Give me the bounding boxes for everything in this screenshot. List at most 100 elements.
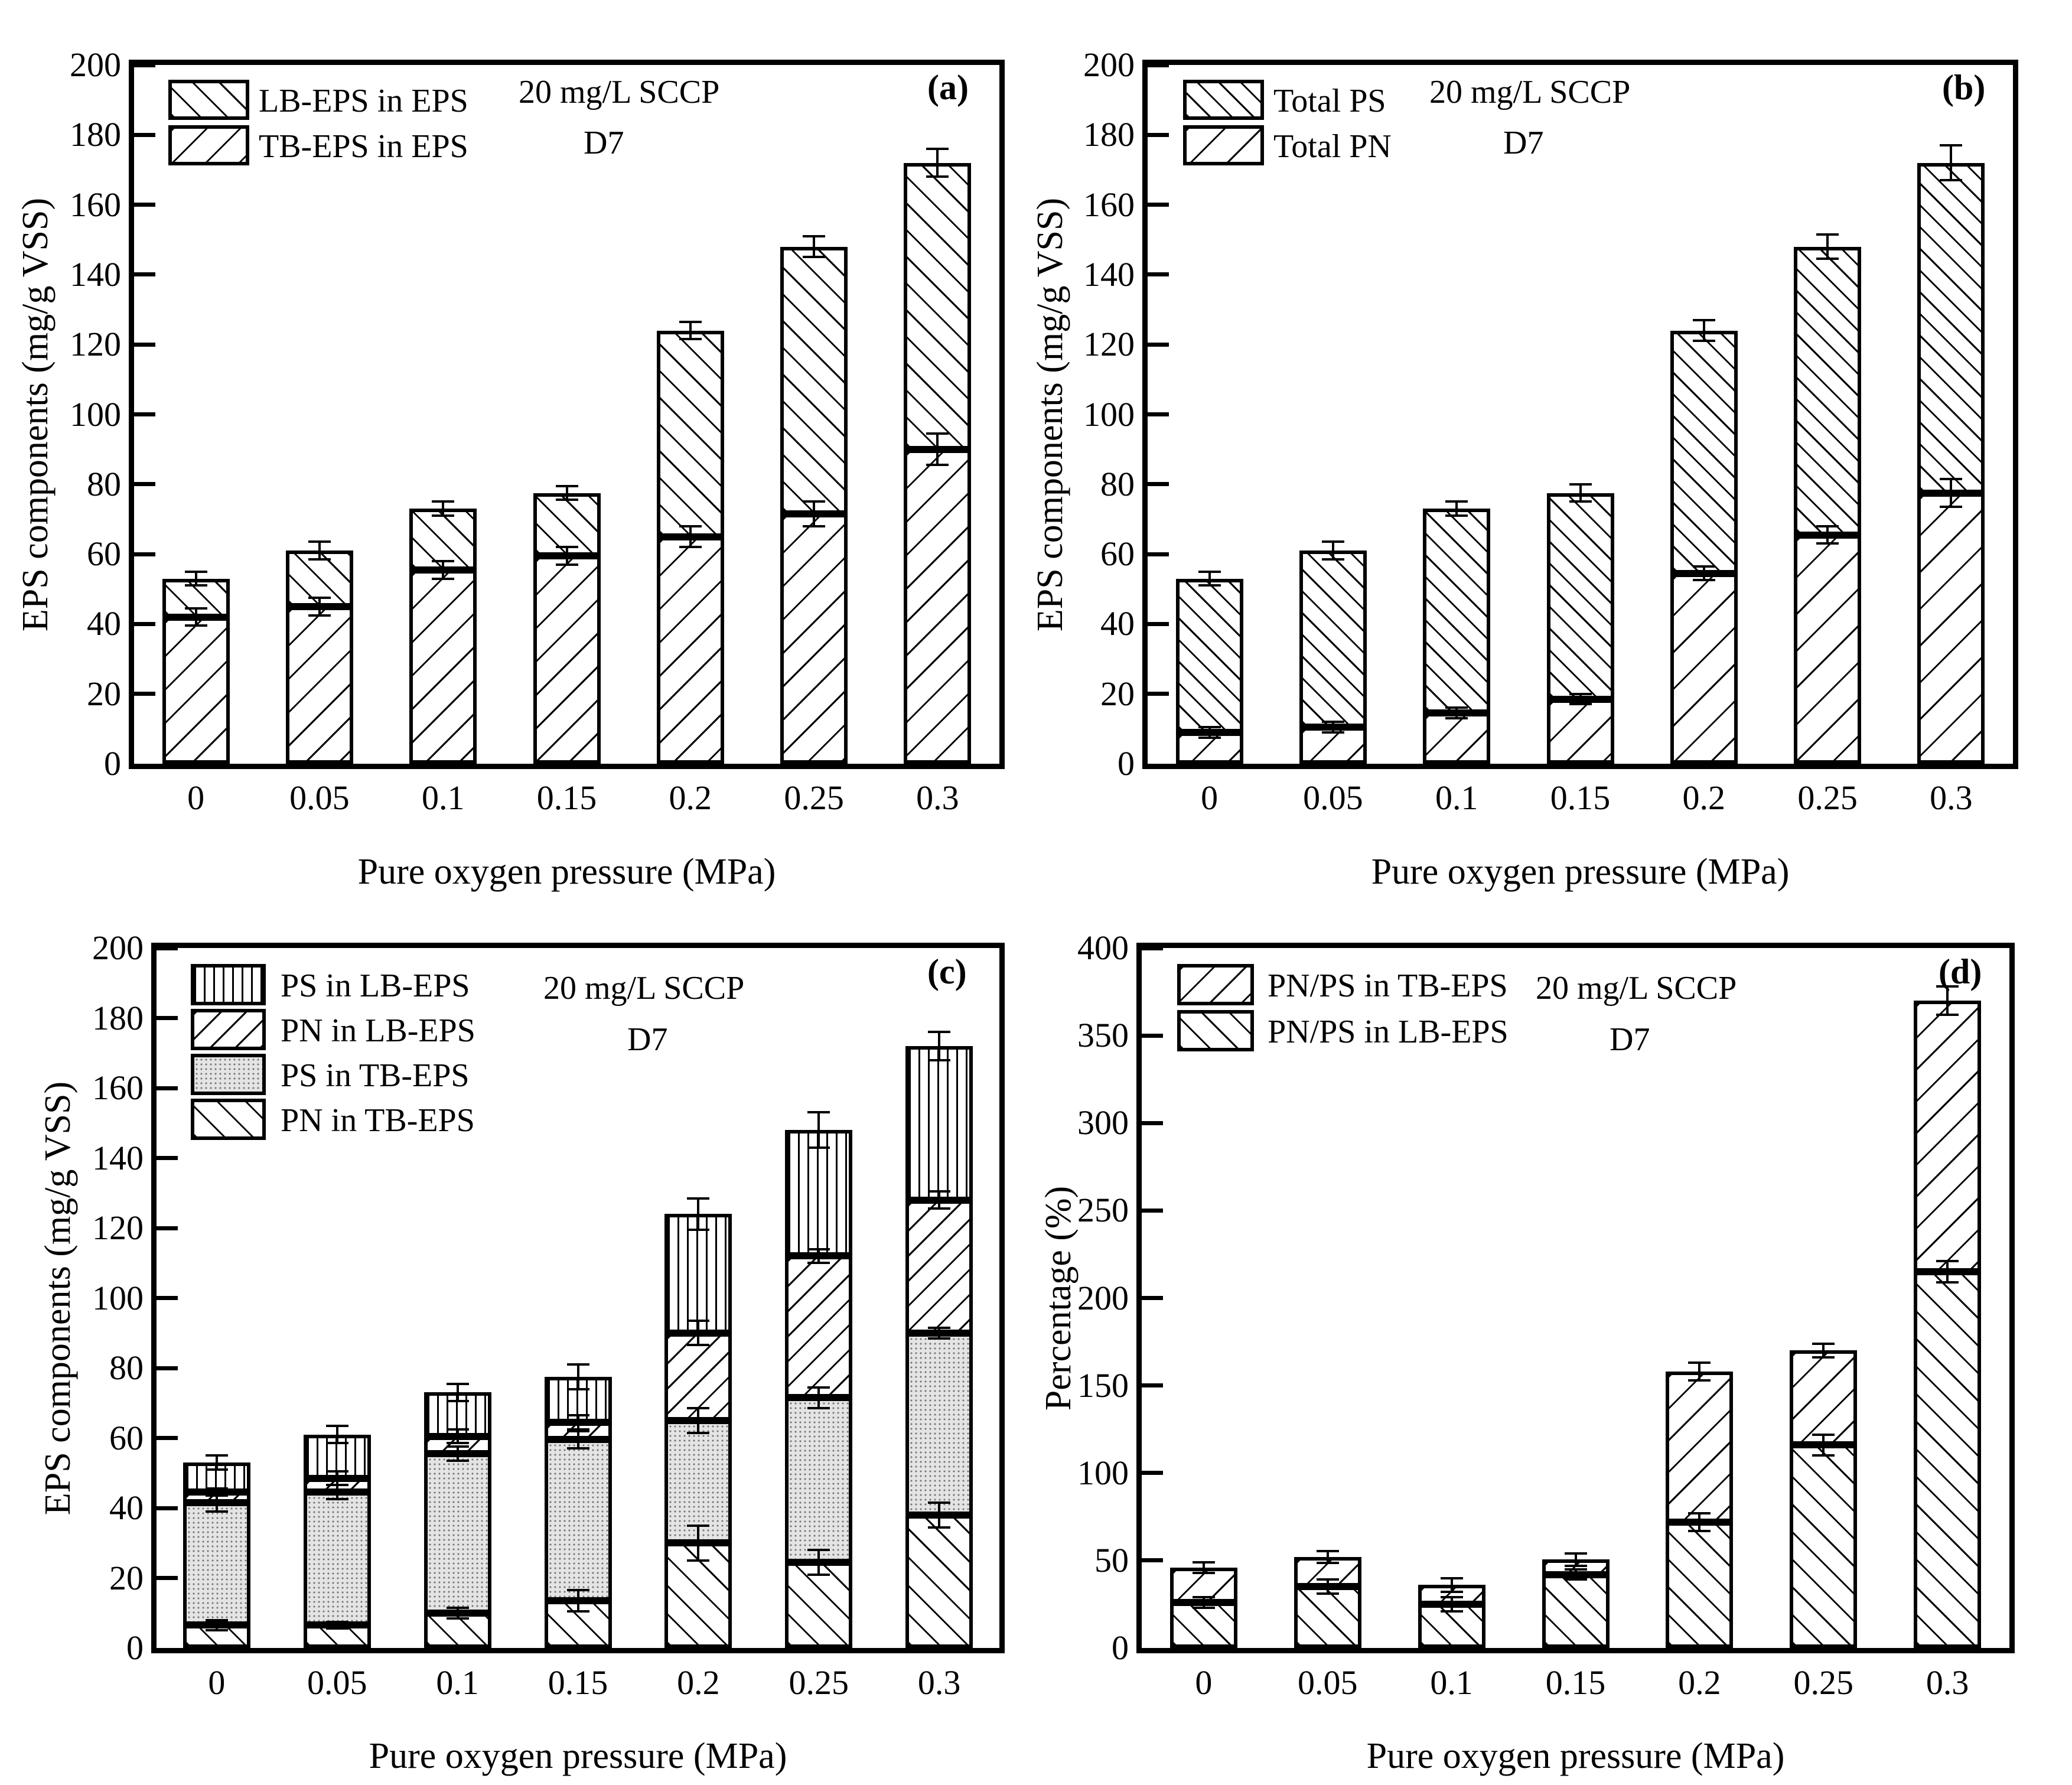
error-bar-cap-top bbox=[803, 500, 826, 503]
y-axis-tick bbox=[157, 1436, 178, 1440]
y-tick-label: 140 bbox=[70, 255, 121, 294]
x-tick-label: 0.1 bbox=[436, 1663, 479, 1702]
legend-label: PS in LB-EPS bbox=[281, 968, 470, 1004]
bar-segment-pn-ps-in-tb-eps bbox=[1790, 1350, 1858, 1445]
error-bar-cap-bottom bbox=[325, 1627, 348, 1630]
y-tick-label: 100 bbox=[92, 1278, 144, 1317]
error-bar bbox=[215, 1488, 218, 1496]
error-bar bbox=[1702, 566, 1705, 581]
y-axis-tick bbox=[1148, 132, 1169, 137]
error-bar bbox=[1326, 1579, 1329, 1594]
legend-label: PN/PS in TB-EPS bbox=[1268, 968, 1508, 1004]
y-tick-label: 120 bbox=[70, 325, 121, 364]
y-axis-tick bbox=[134, 621, 155, 626]
error-bar bbox=[1450, 1578, 1453, 1592]
y-tick-label: 160 bbox=[92, 1069, 144, 1107]
y-axis-tick bbox=[134, 63, 155, 67]
error-bar bbox=[1946, 1261, 1949, 1282]
error-bar bbox=[1450, 1597, 1453, 1611]
error-bar-cap-bottom bbox=[687, 1559, 710, 1562]
error-bar-cap-bottom bbox=[928, 1058, 951, 1061]
error-bar-cap-top bbox=[325, 1470, 348, 1473]
legend-swatch-d-tb bbox=[1177, 964, 1254, 1005]
legend-label: Total PN bbox=[1273, 128, 1392, 165]
y-tick-label: 40 bbox=[87, 604, 121, 643]
error-bar-cap-top bbox=[807, 1111, 830, 1114]
error-bar-cap-top bbox=[1440, 1596, 1463, 1599]
y-axis-tick bbox=[157, 1506, 178, 1510]
y-axis-tick bbox=[134, 692, 155, 696]
error-bar-cap-top bbox=[432, 500, 455, 503]
error-bar bbox=[817, 1249, 820, 1263]
plot-frame bbox=[1136, 943, 2015, 1653]
error-bar-cap-bottom bbox=[807, 1146, 830, 1149]
error-bar-cap-top bbox=[1445, 500, 1468, 503]
y-tick-label: 100 bbox=[1083, 395, 1135, 434]
y-tick-label: 180 bbox=[92, 998, 144, 1037]
error-bar bbox=[335, 1471, 338, 1486]
y-axis-tick bbox=[1148, 272, 1169, 277]
error-bar-cap-top bbox=[432, 559, 455, 562]
y-tick-label: 60 bbox=[1100, 535, 1135, 574]
bar-segment-pn-ps-in-lb-eps bbox=[1418, 1604, 1485, 1648]
error-bar-cap-top bbox=[807, 1247, 830, 1250]
x-tick-label: 0 bbox=[1195, 1663, 1213, 1702]
error-bar-cap-bottom bbox=[1192, 1571, 1215, 1574]
error-bar bbox=[1702, 320, 1705, 341]
bar-segment-tb-eps-in-eps bbox=[904, 449, 972, 764]
condition-text-sccp: 20 mg/L SCCP bbox=[519, 74, 720, 110]
error-bar-cap-top bbox=[1445, 706, 1468, 709]
error-bar-cap-bottom bbox=[1316, 1562, 1339, 1565]
y-tick-label: 250 bbox=[1077, 1191, 1129, 1230]
error-bar-cap-top bbox=[205, 1618, 228, 1621]
bar-segment-ps-in-tb-eps bbox=[905, 1333, 973, 1515]
error-bar-cap-bottom bbox=[928, 1526, 951, 1529]
error-bar-cap-top bbox=[1198, 570, 1221, 573]
bar-segment-pn-ps-in-lb-eps bbox=[1169, 1602, 1237, 1648]
y-axis-tick bbox=[1148, 203, 1169, 207]
error-bar-cap-bottom bbox=[1692, 579, 1715, 582]
error-bar-cap-bottom bbox=[1198, 736, 1221, 739]
error-bar-cap-top bbox=[679, 320, 702, 323]
legend-swatch-a-lb bbox=[168, 80, 249, 120]
x-tick-label: 0.25 bbox=[1793, 1663, 1853, 1702]
error-bar-cap-bottom bbox=[1321, 558, 1344, 561]
condition-text-sccp: 20 mg/L SCCP bbox=[1429, 74, 1631, 110]
x-tick-label: 0.15 bbox=[1545, 1663, 1606, 1702]
bar-segment-total-ps bbox=[1546, 493, 1614, 699]
error-bar-cap-top bbox=[1316, 1578, 1339, 1581]
error-bar-cap-top bbox=[566, 1363, 589, 1366]
error-bar bbox=[1698, 1513, 1701, 1531]
error-bar-cap-top bbox=[325, 1424, 348, 1427]
y-tick-label: 180 bbox=[70, 115, 121, 154]
x-tick-label: 0.1 bbox=[421, 779, 465, 817]
bar-segment-ps-in-lb-eps bbox=[785, 1130, 853, 1256]
y-tick-label: 20 bbox=[1100, 674, 1135, 713]
error-bar bbox=[442, 501, 445, 516]
y-axis-tick bbox=[1142, 1120, 1163, 1125]
y-tick-label: 20 bbox=[109, 1558, 144, 1597]
legend-swatch-b-pn bbox=[1183, 125, 1264, 165]
y-axis-tick bbox=[1142, 1558, 1163, 1563]
error-bar-cap-bottom bbox=[566, 1428, 589, 1431]
x-axis-title: Pure oxygen pressure (MPa) bbox=[1366, 1736, 1785, 1776]
y-axis-tick bbox=[134, 203, 155, 207]
bar-segment-lb-eps-in-eps bbox=[656, 330, 724, 537]
error-bar bbox=[1826, 526, 1829, 544]
error-bar-cap-bottom bbox=[184, 624, 207, 627]
error-bar-cap-top bbox=[928, 1326, 951, 1329]
error-bar bbox=[1946, 986, 1949, 1015]
error-bar bbox=[817, 1387, 820, 1409]
error-bar-cap-top bbox=[184, 607, 207, 610]
error-bar-cap-top bbox=[555, 484, 578, 487]
error-bar bbox=[1202, 1597, 1205, 1608]
condition-text-day: D7 bbox=[584, 125, 624, 161]
error-bar bbox=[456, 1429, 459, 1444]
x-tick-label: 0.05 bbox=[289, 779, 350, 817]
bar-segment-tb-eps-in-eps bbox=[780, 514, 848, 764]
y-tick-label: 350 bbox=[1077, 1016, 1129, 1055]
error-bar-cap-bottom bbox=[807, 1573, 830, 1576]
y-axis-tick bbox=[1142, 1383, 1163, 1388]
y-axis-tick bbox=[1148, 482, 1169, 487]
error-bar-cap-bottom bbox=[555, 499, 578, 501]
